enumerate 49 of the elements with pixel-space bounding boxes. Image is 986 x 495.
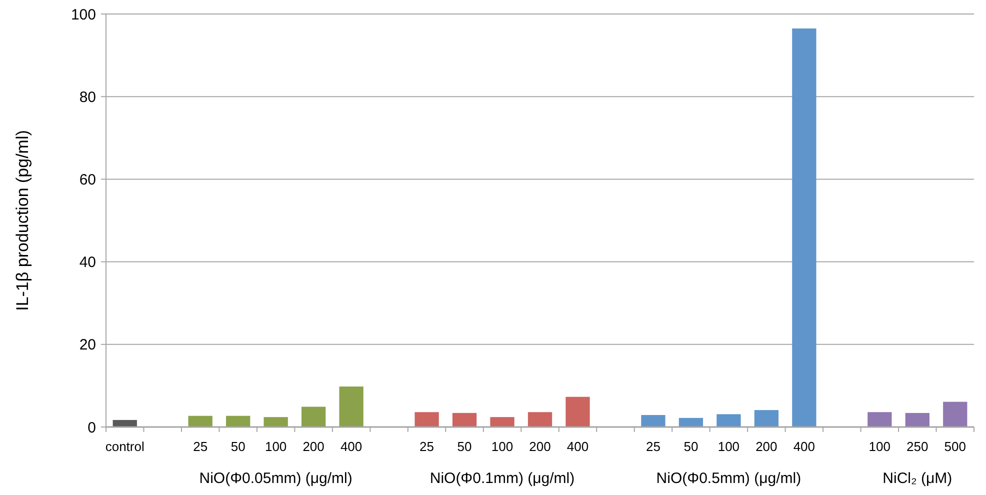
x-tick-label: 200 [756, 439, 778, 454]
x-tick-label: 25 [193, 439, 208, 454]
bar [339, 386, 364, 427]
bar [452, 412, 477, 427]
text: NiO(Φ0.05mm) (μg/ml) [199, 470, 352, 487]
bar [301, 406, 326, 427]
x-tick-label: 250 [906, 439, 928, 454]
x-tick-label: 25 [420, 439, 434, 454]
bar [943, 402, 968, 427]
bar [264, 417, 288, 427]
y-tick-label: 60 [79, 171, 96, 188]
text: NiO(Φ0.5mm) (μg/ml) [656, 470, 802, 487]
bar [490, 417, 514, 427]
bar [905, 412, 930, 427]
y-tick-label: 20 [79, 336, 96, 354]
bar [226, 416, 250, 427]
x-tick-label: 200 [302, 439, 324, 454]
x-tick-label: 100 [718, 439, 740, 454]
x-tick-label: 100 [868, 439, 891, 454]
y-tick-label: 0 [88, 419, 96, 436]
bar [641, 415, 666, 427]
x-tick-label: 200 [529, 439, 551, 454]
x-tick-label: control [105, 439, 144, 454]
bar [678, 418, 704, 427]
y-axis-title: IL-1β production (pg/ml) [13, 130, 32, 311]
text: NiCl₂ (μM) [882, 470, 952, 487]
bar [566, 396, 590, 427]
y-tick-label: 80 [79, 88, 96, 106]
bar [414, 412, 439, 427]
bar [754, 410, 779, 427]
bar [112, 420, 137, 427]
y-tick-label: 100 [70, 6, 96, 24]
bar [792, 28, 816, 427]
x-tick-label: 400 [566, 439, 589, 454]
text: NiO(Φ0.1mm) (μg/ml) [430, 470, 575, 487]
y-tick-label: 40 [79, 254, 96, 272]
x-tick-label: 50 [230, 439, 246, 454]
bar [528, 412, 552, 427]
bar [868, 412, 892, 427]
x-tick-label: 25 [646, 439, 660, 454]
x-tick-label: 100 [491, 439, 514, 454]
x-tick-label: 400 [340, 439, 362, 454]
bar [188, 416, 212, 427]
x-tick-label: 50 [457, 439, 472, 454]
bar [716, 414, 741, 427]
x-tick-label: 100 [264, 439, 287, 454]
x-tick-label: 50 [684, 439, 698, 454]
x-tick-label: 400 [793, 439, 816, 454]
x-tick-label: 500 [944, 439, 966, 454]
